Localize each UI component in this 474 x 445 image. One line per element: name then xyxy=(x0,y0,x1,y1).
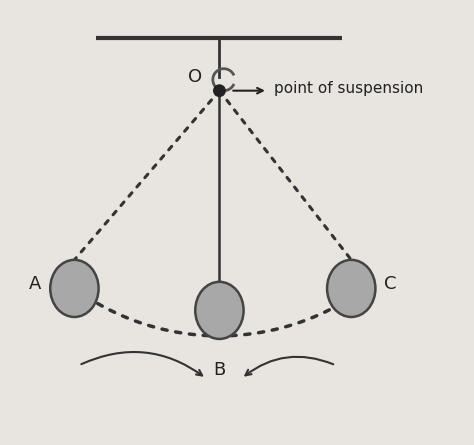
Text: O: O xyxy=(188,68,202,86)
Ellipse shape xyxy=(195,282,244,339)
Text: B: B xyxy=(213,361,226,379)
Ellipse shape xyxy=(327,260,375,317)
Text: point of suspension: point of suspension xyxy=(274,81,424,96)
Ellipse shape xyxy=(50,260,99,317)
Text: A: A xyxy=(29,275,41,293)
Circle shape xyxy=(214,85,225,97)
Text: C: C xyxy=(384,275,397,293)
